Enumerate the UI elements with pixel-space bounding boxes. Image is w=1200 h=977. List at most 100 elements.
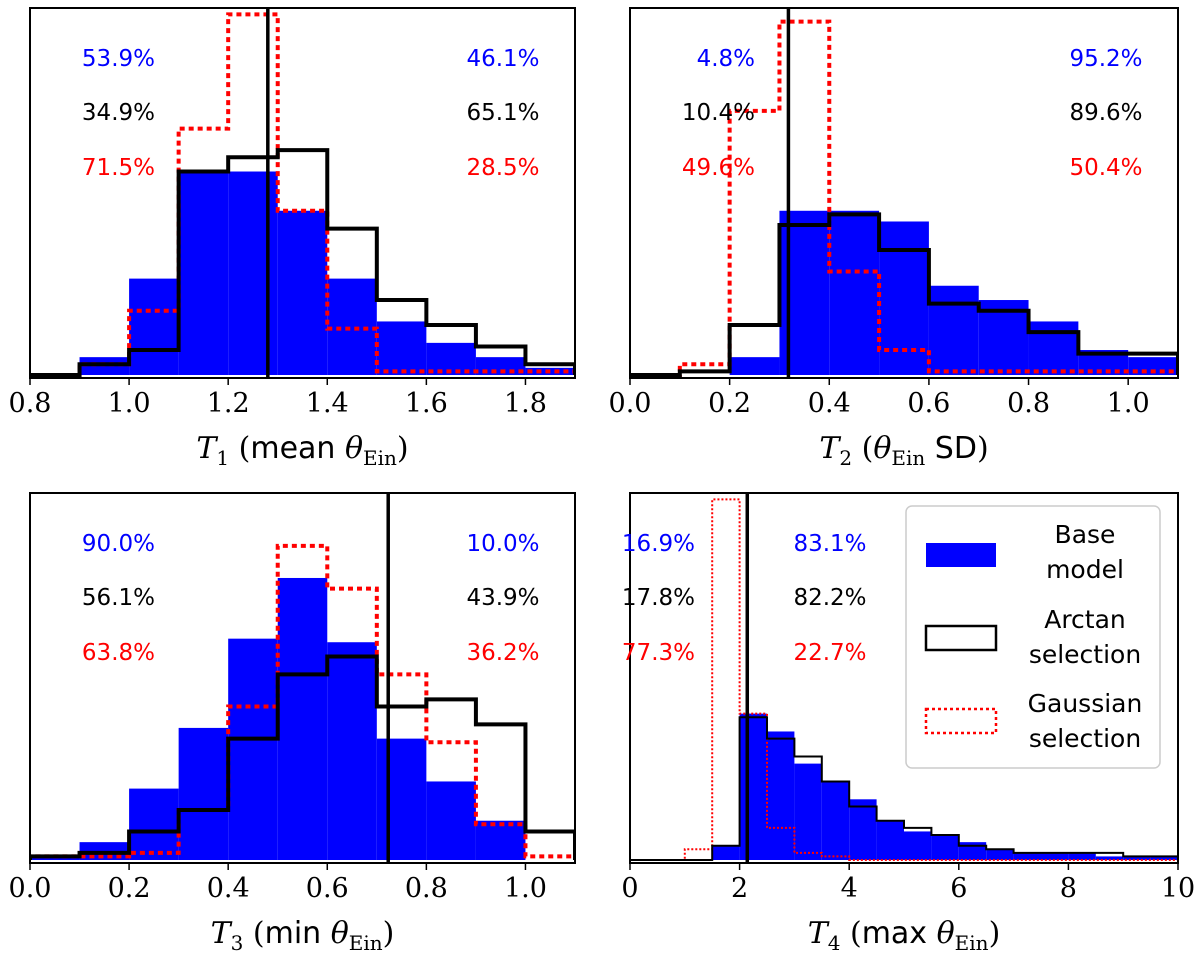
legend-swatch-arctan-selection — [924, 624, 998, 652]
legend-label-gaussian-line1: Gaussian — [1028, 689, 1143, 718]
x-tick-label: 10 — [1161, 873, 1195, 904]
x-tick-label: 0.4 — [808, 388, 851, 419]
x-tick-label: 0.8 — [9, 388, 52, 419]
arctan-selection-step — [30, 654, 575, 860]
arctan-selection-step — [630, 716, 1178, 861]
pct-right-black: 89.6% — [1069, 100, 1142, 126]
base-model-bar — [228, 638, 278, 860]
pct-left-blue: 4.8% — [697, 46, 755, 72]
pct-left-red: 49.6% — [682, 155, 755, 181]
pct-right-black: 82.2% — [793, 585, 866, 611]
x-tick-label: 1.0 — [108, 388, 151, 419]
legend-swatch-base-model — [926, 543, 996, 567]
x-tick-label: 0.8 — [405, 873, 448, 904]
base-model-bar — [849, 799, 877, 860]
x-tick-label: 2 — [731, 873, 748, 904]
base-model-bar — [1150, 856, 1178, 860]
base-model-bar — [767, 731, 795, 860]
pct-right-blue: 10.0% — [466, 531, 539, 557]
plot-area — [630, 493, 1178, 863]
pct-left-red: 71.5% — [82, 155, 155, 181]
gaussian-selection-step — [30, 543, 575, 860]
x-tick-label: 0.0 — [609, 388, 652, 419]
pct-left-red: 63.8% — [82, 640, 155, 666]
legend-frame — [905, 505, 1161, 769]
x-tick-label: 1.8 — [504, 388, 547, 419]
x-tick-label: 0.8 — [1007, 388, 1050, 419]
base-model-bar — [876, 820, 904, 860]
base-model-bar — [376, 738, 427, 860]
base-model-bar — [178, 171, 229, 375]
base-model-bar — [1028, 321, 1079, 375]
x-tick-label: 1.0 — [1107, 388, 1150, 419]
base-model-bar — [712, 845, 740, 860]
pct-left-blue: 53.9% — [82, 46, 155, 72]
axes-frame — [29, 7, 576, 379]
x-axis-label-t4: T4 (max θEin) — [808, 916, 1001, 955]
base-model-bar — [1068, 852, 1096, 860]
base-model-bar — [794, 763, 822, 860]
pct-right-black: 43.9% — [466, 585, 539, 611]
base-model-bar — [178, 727, 229, 860]
legend-label-arctan-line2: selection — [1029, 640, 1141, 669]
x-tick-label: 1.4 — [306, 388, 349, 419]
base-model-bar — [829, 210, 880, 375]
panel-t3-min-theta-ein: 0.0 0.2 0.4 0.6 0.8 1.0 T3 (min θEin) 90.0% 10.0… — [9, 492, 576, 955]
legend-label-base-line2: model — [1046, 555, 1124, 584]
x-tick-label: 8 — [1060, 873, 1077, 904]
x-axis-label-t1: T1 (mean θEin) — [196, 431, 408, 470]
x-tick-label: 0.2 — [108, 873, 151, 904]
x-tick-label: 4 — [841, 873, 858, 904]
panel-t2-theta-ein-sd: 0.0 0.2 0.4 0.6 0.8 1.0 T2 (θEin SD) 4.8% 95.2% 1… — [609, 7, 1179, 470]
x-tick-label: 0.4 — [207, 873, 250, 904]
legend-label-gaussian-line2: selection — [1029, 724, 1141, 753]
base-model-bar — [739, 713, 767, 860]
x-axis-label-t2: T2 (θEin SD) — [819, 431, 988, 470]
pct-right-red: 22.7% — [793, 640, 866, 666]
base-model-bar — [277, 210, 328, 375]
pct-left-red: 77.3% — [622, 640, 695, 666]
legend-label-base-line1: Base — [1055, 520, 1116, 549]
x-tick-label: 1.6 — [405, 388, 448, 419]
x-tick-label: 6 — [950, 873, 967, 904]
panel-t4-max-theta-ein: 0 2 4 6 8 10 T4 (max θEin) 16.9% 83.1% 17.8% 82.2%… — [621, 492, 1195, 955]
base-model-bar — [1128, 357, 1178, 375]
pct-left-black: 17.8% — [622, 585, 695, 611]
base-model-bar — [928, 285, 979, 375]
pct-left-black: 56.1% — [82, 585, 155, 611]
pct-right-blue: 95.2% — [1069, 46, 1142, 72]
base-model-bar — [1013, 852, 1041, 860]
base-model-bar — [475, 820, 526, 860]
axes-frame — [29, 492, 576, 864]
base-model-bar — [986, 849, 1014, 860]
pct-left-blue: 90.0% — [82, 531, 155, 557]
legend-swatch-gaussian-selection — [924, 707, 998, 735]
gaussian-selection-step — [630, 498, 1178, 861]
base-model-bar — [1123, 856, 1151, 860]
plot-area — [30, 8, 575, 378]
base-model-bar — [327, 642, 377, 860]
base-model-bar — [327, 278, 377, 375]
base-model-bar — [376, 321, 427, 375]
x-tick-label: 1.2 — [207, 388, 250, 419]
plot-area — [30, 493, 575, 863]
axes-frame — [629, 7, 1179, 379]
base-model-bar — [821, 781, 850, 860]
pct-right-blue: 46.1% — [466, 46, 539, 72]
panel-t1-mean-theta-ein: 0.8 1.0 1.2 1.4 1.6 1.8 T1 (mean θEin) 53.9% 46.… — [9, 7, 576, 470]
pct-right-red: 28.5% — [466, 155, 539, 181]
x-tick-label: 0.2 — [708, 388, 751, 419]
base-model-bar — [904, 831, 932, 860]
pct-left-blue: 16.9% — [622, 531, 695, 557]
base-model-bar — [1041, 852, 1069, 860]
x-tick-label: 0 — [621, 873, 638, 904]
pct-left-black: 10.4% — [682, 100, 755, 126]
pct-right-black: 65.1% — [466, 100, 539, 126]
base-model-bar — [931, 835, 959, 860]
base-model-bar — [729, 357, 780, 375]
x-axis-label-t3: T3 (min θEin) — [211, 916, 395, 955]
base-model-bar — [228, 171, 278, 375]
x-tick-label: 0.6 — [907, 388, 950, 419]
base-model-bar — [1095, 856, 1124, 860]
